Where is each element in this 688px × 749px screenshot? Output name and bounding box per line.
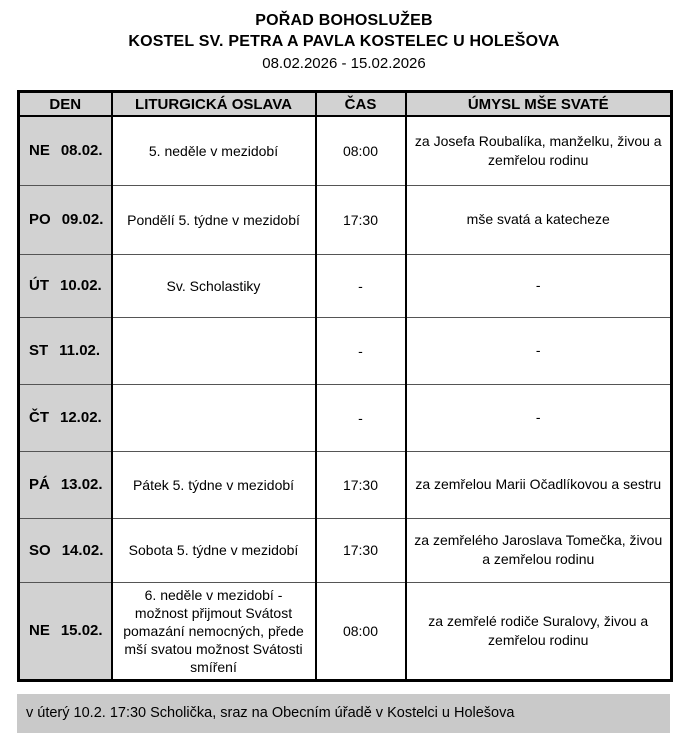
day-cell: NE 15.02. xyxy=(17,581,113,681)
table-header-row: DEN LITURGICKÁ OSLAVA ČAS ÚMYSL MŠE SVAT… xyxy=(17,91,673,117)
date-range: 08.02.2026 - 15.02.2026 xyxy=(262,55,426,72)
celebration-cell xyxy=(110,383,317,452)
celebration-cell: Pátek 5. týdne v mezidobí xyxy=(110,450,317,519)
time-cell: - xyxy=(314,383,407,452)
table-row: ST 11.02. - - xyxy=(17,316,673,385)
time-cell: 08:00 xyxy=(314,115,407,186)
day-cell: ÚT 10.02. xyxy=(17,253,113,318)
intention-cell: za zemřelého Jaroslava Tomečka, živou a … xyxy=(404,517,673,583)
day-date: 14.02. xyxy=(61,541,104,559)
day-abbrev: PO xyxy=(29,211,51,228)
table-row: NE 15.02. 6. neděle v mezidobí - možnost … xyxy=(17,581,673,681)
intention-cell: mše svatá a katecheze xyxy=(404,184,673,255)
title-block: POŘAD BOHOSLUŽEB KOSTEL SV. PETRA A PAVL… xyxy=(0,0,688,75)
table-row: NE 08.02. 5. neděle v mezidobí 08:00 za J… xyxy=(17,115,673,186)
celebration-cell: Sv. Scholastiky xyxy=(110,253,317,318)
day-cell: ČT 12.02. xyxy=(17,383,113,452)
table-row: PÁ 13.02. Pátek 5. týdne v mezidobí 17:30… xyxy=(17,450,673,519)
time-cell: 17:30 xyxy=(314,184,407,255)
day-abbrev: NE xyxy=(29,142,50,160)
column-header-time: ČAS xyxy=(314,91,407,117)
table-body: NE 08.02. 5. neděle v mezidobí 08:00 za J… xyxy=(17,115,673,681)
day-abbrev: NE xyxy=(29,622,50,639)
time-cell: - xyxy=(314,316,407,385)
day-date: 11.02. xyxy=(59,342,101,359)
day-date: 10.02. xyxy=(60,277,102,294)
column-header-intention: ÚMYSL MŠE SVATÉ xyxy=(404,91,673,117)
day-abbrev: ČT xyxy=(29,409,49,426)
day-date: 08.02. xyxy=(60,142,103,160)
day-abbrev: SO xyxy=(29,541,51,559)
day-cell: NE 08.02. xyxy=(17,115,113,186)
page-title: POŘAD BOHOSLUŽEB xyxy=(255,12,433,29)
day-abbrev: ST xyxy=(29,342,49,359)
day-cell: PO 09.02. xyxy=(17,184,113,255)
day-abbrev: PÁ xyxy=(29,476,50,493)
day-date: 13.02. xyxy=(60,476,103,493)
table-row: PO 09.02. Pondělí 5. týdne v mezidobí 17:… xyxy=(17,184,673,255)
celebration-cell: 6. neděle v mezidobí - možnost přijmout … xyxy=(110,581,317,681)
day-date: 09.02. xyxy=(61,211,104,228)
church-name: KOSTEL SV. PETRA A PAVLA KOSTELEC U HOLE… xyxy=(128,33,560,50)
celebration-cell xyxy=(110,316,317,385)
column-header-celebration: LITURGICKÁ OSLAVA xyxy=(110,91,317,117)
time-cell: 17:30 xyxy=(314,517,407,583)
day-abbrev: ÚT xyxy=(29,277,49,294)
day-cell: SO 14.02. xyxy=(17,517,113,583)
day-date: 12.02. xyxy=(60,409,102,426)
celebration-cell: 5. neděle v mezidobí xyxy=(110,115,317,186)
table-row: ČT 12.02. - - xyxy=(17,383,673,452)
celebration-cell: Pondělí 5. týdne v mezidobí xyxy=(110,184,317,255)
intention-cell: za zemřelou Marii Očadlíkovou a sestru xyxy=(404,450,673,519)
footer-note-text: v úterý 10.2. 17:30 Scholička, sraz na O… xyxy=(26,705,515,721)
day-cell: ST 11.02. xyxy=(17,316,113,385)
footer-note-bar: v úterý 10.2. 17:30 Scholička, sraz na O… xyxy=(17,693,670,733)
time-cell: - xyxy=(314,253,407,318)
day-date: 15.02. xyxy=(60,622,103,639)
table-row: SO 14.02. Sobota 5. týdne v mezidobí 17:3… xyxy=(17,517,673,583)
intention-cell: za zemřelé rodiče Suralovy, živou a zemř… xyxy=(404,581,673,681)
intention-cell: za Josefa Roubalíka, manželku, živou a z… xyxy=(404,115,673,186)
celebration-cell: Sobota 5. týdne v mezidobí xyxy=(110,517,317,583)
day-cell: PÁ 13.02. xyxy=(17,450,113,519)
time-cell: 17:30 xyxy=(314,450,407,519)
intention-cell: - xyxy=(404,383,673,452)
schedule-table: DEN LITURGICKÁ OSLAVA ČAS ÚMYSL MŠE SVAT… xyxy=(17,90,673,682)
intention-cell: - xyxy=(404,316,673,385)
table-row: ÚT 10.02. Sv. Scholastiky - - xyxy=(17,253,673,318)
intention-cell: - xyxy=(404,253,673,318)
column-header-day: DEN xyxy=(17,91,113,117)
time-cell: 08:00 xyxy=(314,581,407,681)
